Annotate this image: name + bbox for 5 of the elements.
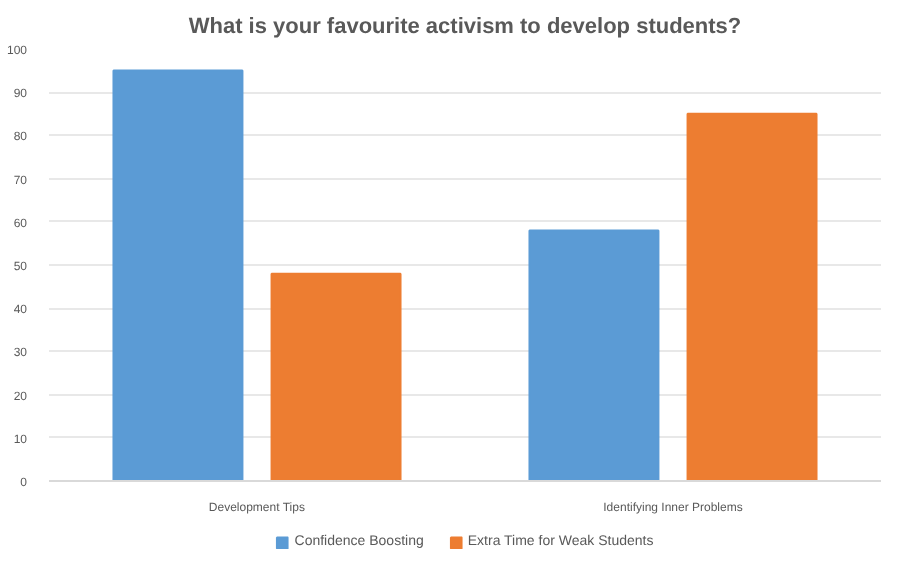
bar xyxy=(112,69,244,481)
bar xyxy=(528,229,660,481)
bar xyxy=(686,112,818,481)
chart-title: What is your favourite activism to develop students? xyxy=(188,15,742,39)
bar xyxy=(270,272,402,481)
